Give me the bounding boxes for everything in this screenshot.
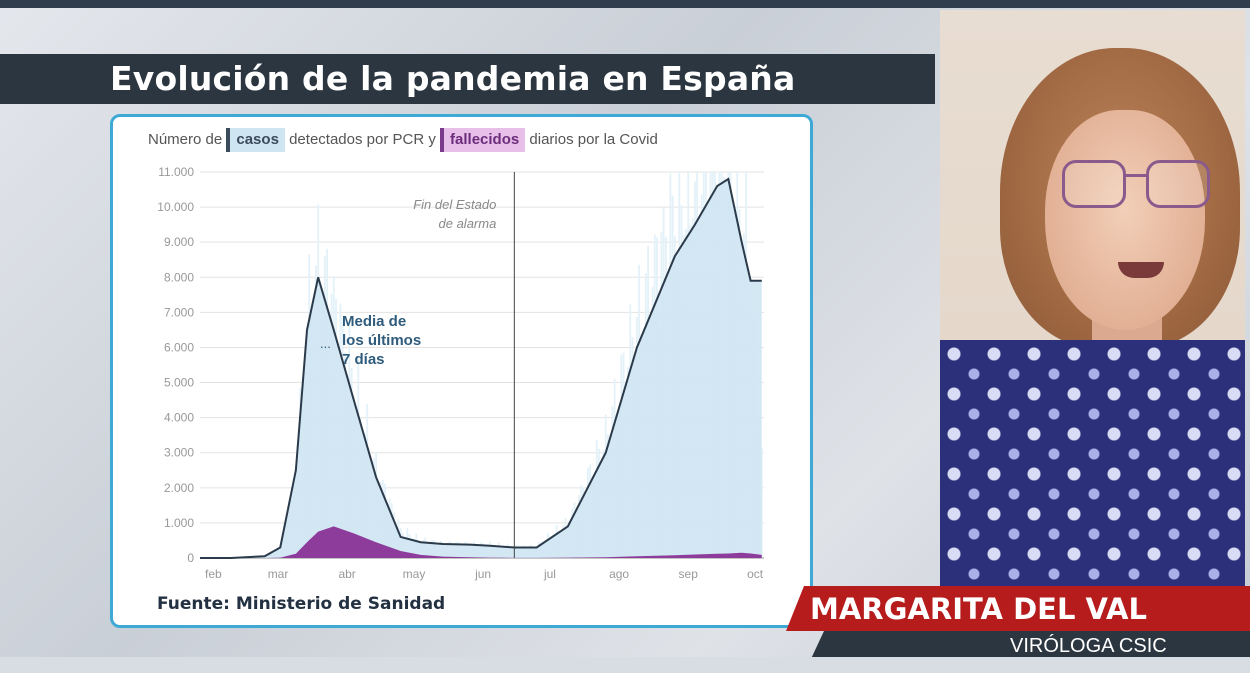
- x-tick-label: jul: [543, 567, 556, 581]
- x-tick-label: sep: [679, 567, 699, 581]
- x-tick-label: feb: [205, 567, 222, 581]
- subtitle-prefix: Número de: [148, 131, 223, 148]
- speaker-face: [1045, 110, 1205, 330]
- avg-annotation-line3: 7 días: [342, 351, 385, 368]
- y-tick-label: 2.000: [164, 481, 194, 495]
- y-tick-label: 3.000: [164, 446, 194, 460]
- y-tick-label: 10.000: [157, 200, 194, 214]
- x-tick-label: may: [403, 567, 426, 581]
- title-bar: [0, 54, 935, 104]
- avg-annotation-line1: Media de: [342, 313, 406, 330]
- y-tick-label: 6.000: [164, 340, 194, 354]
- chart-source: Fuente: Ministerio de Sanidad: [157, 594, 446, 614]
- y-tick-label: 5.000: [164, 376, 194, 390]
- top-strip: [0, 0, 1250, 8]
- x-tick-label: oct: [747, 567, 764, 581]
- avg-annotation-line2: los últimos: [342, 332, 421, 349]
- glasses-bridge: [1124, 174, 1148, 177]
- x-tick-label: ago: [609, 567, 629, 581]
- name-bar: [786, 586, 1250, 631]
- avg-annotation-marker: ...: [320, 336, 331, 351]
- subtitle-suffix: diarios por la Covid: [529, 131, 658, 148]
- y-tick-label: 8.000: [164, 270, 194, 284]
- bottom-strip: [0, 657, 1250, 673]
- y-tick-label: 4.000: [164, 411, 194, 425]
- x-tick-label: abr: [338, 567, 355, 581]
- speaker-scarf: [940, 340, 1245, 590]
- cases-area: [200, 179, 762, 558]
- subtitle-middle: detectados por PCR y: [289, 131, 436, 148]
- x-tick-label: mar: [268, 567, 289, 581]
- legend-cases: casos: [226, 128, 285, 152]
- y-tick-label: 0: [187, 551, 194, 565]
- deaths-area: [200, 526, 762, 558]
- role-bar: [810, 631, 1250, 661]
- glasses-icon: [1062, 160, 1222, 218]
- chart-subtitle: Número de casos detectados por PCR y fal…: [148, 128, 658, 152]
- glasses-lens-right: [1146, 160, 1210, 208]
- x-tick-label: jun: [474, 567, 491, 581]
- y-tick-label: 1.000: [164, 516, 194, 530]
- page-title: Evolución de la pandemia en España: [110, 59, 796, 98]
- y-tick-label: 7.000: [164, 305, 194, 319]
- y-tick-label: 11.000: [158, 165, 194, 179]
- y-tick-label: 9.000: [164, 235, 194, 249]
- speaker-role: VIRÓLOGA CSIC: [1010, 635, 1167, 657]
- legend-deaths: fallecidos: [440, 128, 526, 152]
- avg-line: [200, 177, 762, 559]
- alarm-annotation-line2: de alarma: [439, 216, 497, 231]
- alarm-annotation-line1: Fin del Estado: [413, 197, 496, 212]
- speaker-mouth: [1118, 262, 1164, 278]
- speaker-name: MARGARITA DEL VAL: [810, 592, 1147, 626]
- pandemic-chart: 0 1.000 2.000 3.000 4.000 5.000 6.000 7.000 8.00…: [157, 165, 764, 581]
- glasses-lens-left: [1062, 160, 1126, 208]
